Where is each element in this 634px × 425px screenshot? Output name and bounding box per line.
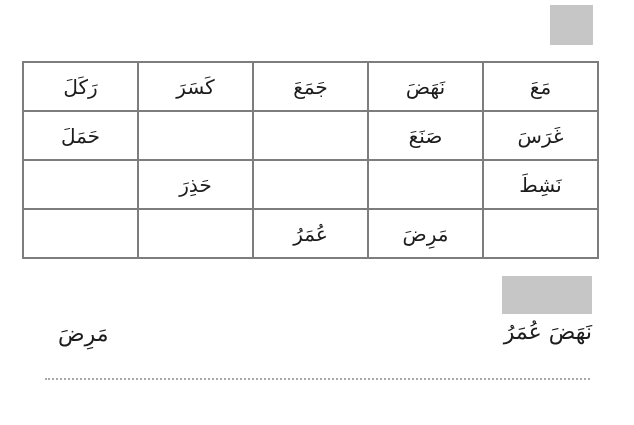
table-row: مَرِضَ عُمَرُ	[22, 208, 599, 259]
table-cell: نَهَضَ	[367, 61, 484, 112]
table-row: غَرَسَ صَنَعَ حَمَلَ	[22, 110, 599, 161]
table-cell: غَرَسَ	[482, 110, 599, 161]
image-placeholder-answer	[502, 276, 592, 314]
table-cell: صَنَعَ	[367, 110, 484, 161]
table-row: نَشِطَ حَذِرَ	[22, 159, 599, 210]
table-cell: كَسَرَ	[137, 61, 254, 112]
table-cell: نَشِطَ	[482, 159, 599, 210]
table-cell	[22, 208, 139, 259]
table-cell	[367, 159, 484, 210]
answer-sentence-start: نَهَضَ عُمَرُ	[503, 320, 592, 345]
answer-sentence-continuation: مَرِضَ	[58, 322, 109, 347]
table-cell: حَمَلَ	[22, 110, 139, 161]
image-placeholder-top	[550, 5, 593, 45]
verb-table: مَعَ نَهَضَ جَمَعَ كَسَرَ رَكَلَ غَرَسَ …	[22, 61, 599, 259]
writing-line	[45, 378, 590, 380]
table-cell	[252, 159, 369, 210]
table-cell: عُمَرُ	[252, 208, 369, 259]
table-cell: مَرِضَ	[367, 208, 484, 259]
table-cell	[252, 110, 369, 161]
table-cell	[22, 159, 139, 210]
table-cell: رَكَلَ	[22, 61, 139, 112]
table-cell	[137, 208, 254, 259]
table-cell	[482, 208, 599, 259]
table-cell: مَعَ	[482, 61, 599, 112]
table-cell: حَذِرَ	[137, 159, 254, 210]
table-row: مَعَ نَهَضَ جَمَعَ كَسَرَ رَكَلَ	[22, 61, 599, 112]
table-cell: جَمَعَ	[252, 61, 369, 112]
table-cell	[137, 110, 254, 161]
